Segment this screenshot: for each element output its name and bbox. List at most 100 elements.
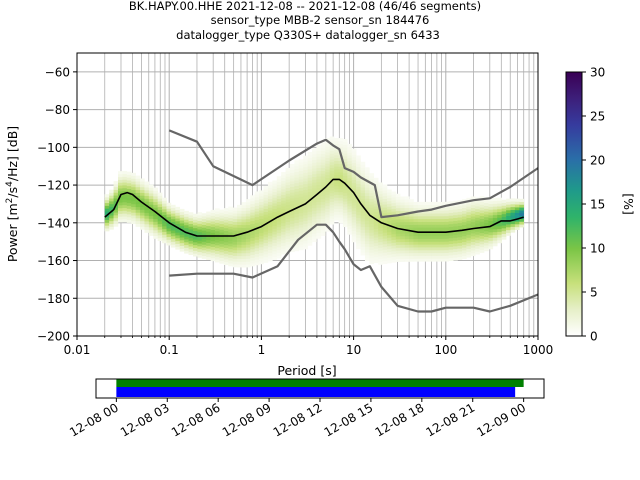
density-cell bbox=[439, 221, 445, 225]
density-cell bbox=[351, 213, 357, 217]
density-cell bbox=[219, 254, 225, 259]
density-cell bbox=[320, 227, 326, 231]
density-cell bbox=[360, 246, 366, 250]
density-cell bbox=[184, 239, 189, 243]
density-cell bbox=[391, 253, 397, 257]
density-cell bbox=[192, 244, 198, 248]
density-cell bbox=[250, 243, 255, 247]
density-cell bbox=[281, 242, 286, 246]
density-cell bbox=[514, 198, 520, 202]
density-cell bbox=[435, 232, 441, 237]
density-cell bbox=[153, 221, 158, 225]
density-cell bbox=[347, 146, 353, 150]
density-cell bbox=[104, 208, 110, 212]
density-cell bbox=[369, 207, 375, 211]
density-cell bbox=[466, 209, 472, 213]
density-cell bbox=[395, 233, 401, 237]
density-cell bbox=[232, 218, 238, 223]
density-cell bbox=[148, 215, 154, 219]
density-cell bbox=[170, 207, 176, 211]
density-cell bbox=[303, 223, 308, 227]
density-cell bbox=[347, 203, 353, 207]
density-cell bbox=[329, 204, 335, 208]
density-cell bbox=[219, 249, 225, 253]
density-cell bbox=[488, 215, 494, 219]
density-cell bbox=[338, 208, 344, 212]
density-cell bbox=[320, 147, 326, 152]
density-cell bbox=[122, 216, 128, 220]
density-cell bbox=[254, 236, 260, 240]
density-cell bbox=[312, 176, 317, 180]
density-cell bbox=[404, 244, 410, 248]
density-cell bbox=[369, 258, 375, 262]
density-cell bbox=[267, 224, 273, 228]
density-cell bbox=[157, 223, 163, 227]
density-cell bbox=[289, 229, 295, 233]
density-cell bbox=[281, 220, 286, 224]
density-cell bbox=[276, 246, 282, 251]
density-cell bbox=[439, 232, 445, 237]
density-cell bbox=[206, 237, 211, 241]
density-cell bbox=[479, 246, 485, 251]
density-cell bbox=[298, 218, 304, 222]
density-cell bbox=[170, 216, 176, 220]
density-cell bbox=[475, 234, 480, 238]
density-cell bbox=[373, 208, 379, 213]
density-cell bbox=[400, 233, 405, 237]
density-cell bbox=[364, 204, 370, 208]
density-cell bbox=[320, 173, 326, 177]
density-cell bbox=[316, 227, 322, 231]
density-cell bbox=[237, 261, 242, 265]
density-cell bbox=[206, 256, 211, 260]
density-cell bbox=[378, 222, 383, 226]
density-cell bbox=[484, 233, 489, 238]
density-cell bbox=[303, 183, 308, 188]
density-cell bbox=[298, 165, 304, 169]
density-cell bbox=[347, 189, 353, 193]
colorbar-tick-label: 0 bbox=[590, 330, 598, 344]
density-cell bbox=[334, 149, 339, 153]
density-cell bbox=[320, 207, 326, 211]
density-cell bbox=[404, 253, 410, 257]
density-cell bbox=[267, 215, 273, 219]
density-cell bbox=[484, 199, 489, 204]
density-cell bbox=[232, 221, 238, 225]
density-cell bbox=[431, 255, 436, 259]
density-cell bbox=[117, 196, 123, 200]
density-cell bbox=[232, 258, 238, 262]
density-cell bbox=[400, 216, 405, 220]
density-cell bbox=[409, 247, 414, 251]
density-cell bbox=[492, 231, 498, 235]
density-cell bbox=[157, 212, 163, 216]
density-cell bbox=[254, 256, 260, 260]
density-cell bbox=[417, 227, 423, 231]
density-cell bbox=[303, 164, 308, 168]
density-cell bbox=[245, 207, 251, 211]
density-cell bbox=[166, 228, 172, 232]
density-cell bbox=[179, 220, 185, 224]
density-cell bbox=[320, 159, 326, 163]
density-cell bbox=[316, 235, 322, 239]
density-cell bbox=[148, 221, 154, 225]
density-cell bbox=[466, 248, 472, 252]
density-cell bbox=[312, 216, 317, 220]
density-cell bbox=[356, 161, 361, 165]
density-cell bbox=[316, 210, 322, 214]
density-cell bbox=[378, 193, 383, 197]
density-cell bbox=[298, 232, 304, 237]
density-cell bbox=[457, 245, 463, 249]
density-cell bbox=[228, 246, 233, 250]
density-cell bbox=[387, 234, 392, 238]
density-cell bbox=[197, 246, 203, 250]
density-cell bbox=[298, 199, 304, 203]
y-axis-label: Power [m2/s4/Hz] [dB] bbox=[5, 126, 20, 262]
density-cell bbox=[484, 239, 489, 243]
density-cell bbox=[113, 217, 119, 222]
density-cell bbox=[404, 210, 410, 214]
density-cell bbox=[285, 167, 291, 172]
density-cell bbox=[122, 179, 128, 183]
density-cell bbox=[351, 202, 357, 206]
density-cell bbox=[497, 203, 502, 207]
density-cell bbox=[316, 173, 322, 177]
